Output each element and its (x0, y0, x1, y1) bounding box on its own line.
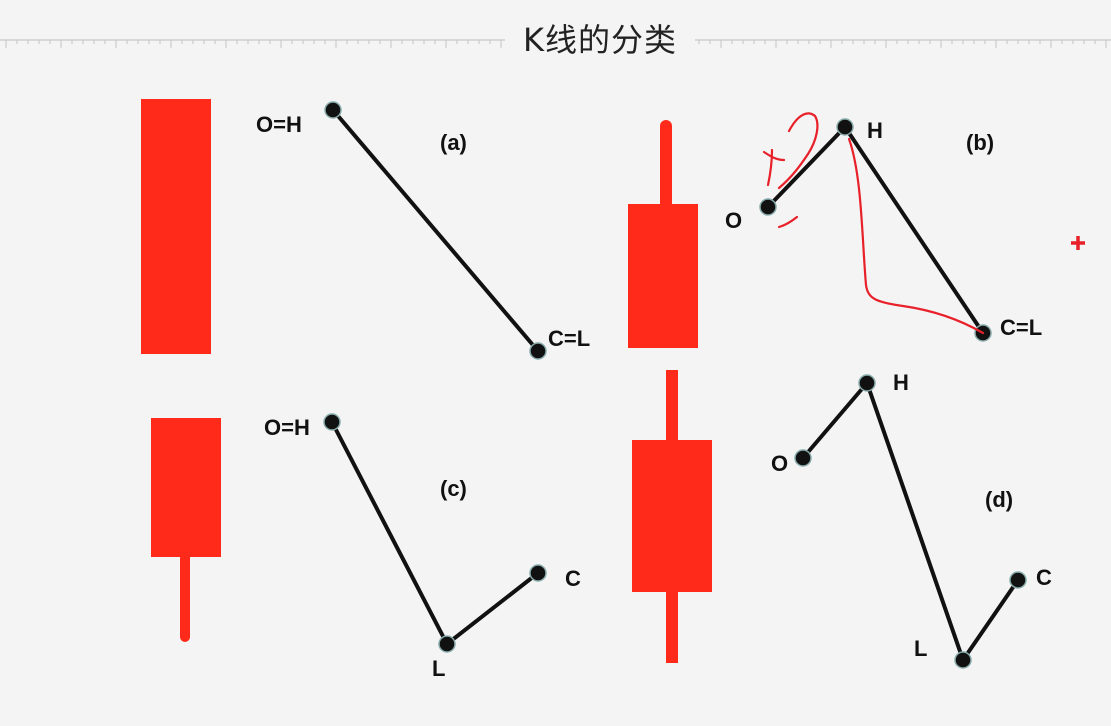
label-d-high: H (893, 370, 909, 395)
point-d-low (954, 651, 972, 669)
path-b-line (766, 125, 985, 335)
panel-a: O=H C=L (a) (141, 99, 590, 360)
point-d-close (1009, 571, 1027, 589)
point-c-low (438, 635, 456, 653)
label-d-low: L (914, 636, 927, 661)
point-a-close-low (529, 342, 547, 360)
panel-c-tag: (c) (440, 476, 467, 501)
label-c-open-high: O=H (264, 415, 310, 440)
plus-marker (1071, 236, 1085, 250)
panel-b: O H C=L (b) (628, 112, 1085, 348)
point-d-open (794, 449, 812, 467)
candle-d-upper-wick (666, 370, 678, 450)
panel-d-tag: (d) (985, 487, 1013, 512)
panel-d: O H L C (d) (632, 370, 1052, 669)
path-a-line (331, 108, 540, 353)
path-d-line (801, 381, 1020, 662)
candle-c-lower-wick (180, 550, 190, 642)
handwritten-annotation (762, 112, 985, 335)
point-c-open-high (323, 413, 341, 431)
label-a-close-low: C=L (548, 326, 590, 351)
label-d-open: O (771, 451, 788, 476)
label-c-close: C (565, 566, 581, 591)
candle-a-body (141, 99, 211, 354)
label-a-open-high: O=H (256, 112, 302, 137)
candle-d-body (632, 440, 712, 592)
slide-title: K线的分类 (505, 18, 695, 62)
label-b-open: O (725, 208, 742, 233)
label-c-low: L (432, 656, 445, 681)
point-d-high (858, 374, 876, 392)
candle-b-body (628, 204, 698, 348)
label-d-close: C (1036, 565, 1052, 590)
candle-c-body (151, 418, 221, 557)
candle-d-lower-wick (666, 588, 678, 663)
label-b-close-low: C=L (1000, 315, 1042, 340)
panel-a-tag: (a) (440, 130, 467, 155)
panel-c: O=H L C (c) (151, 413, 581, 681)
point-c-close (529, 564, 547, 582)
candle-b-upper-wick (660, 120, 672, 210)
panel-b-tag: (b) (966, 130, 994, 155)
path-c-line (330, 421, 540, 646)
label-b-high: H (867, 118, 883, 143)
point-b-open (759, 198, 777, 216)
point-b-high (836, 118, 854, 136)
point-a-open-high (324, 101, 342, 119)
